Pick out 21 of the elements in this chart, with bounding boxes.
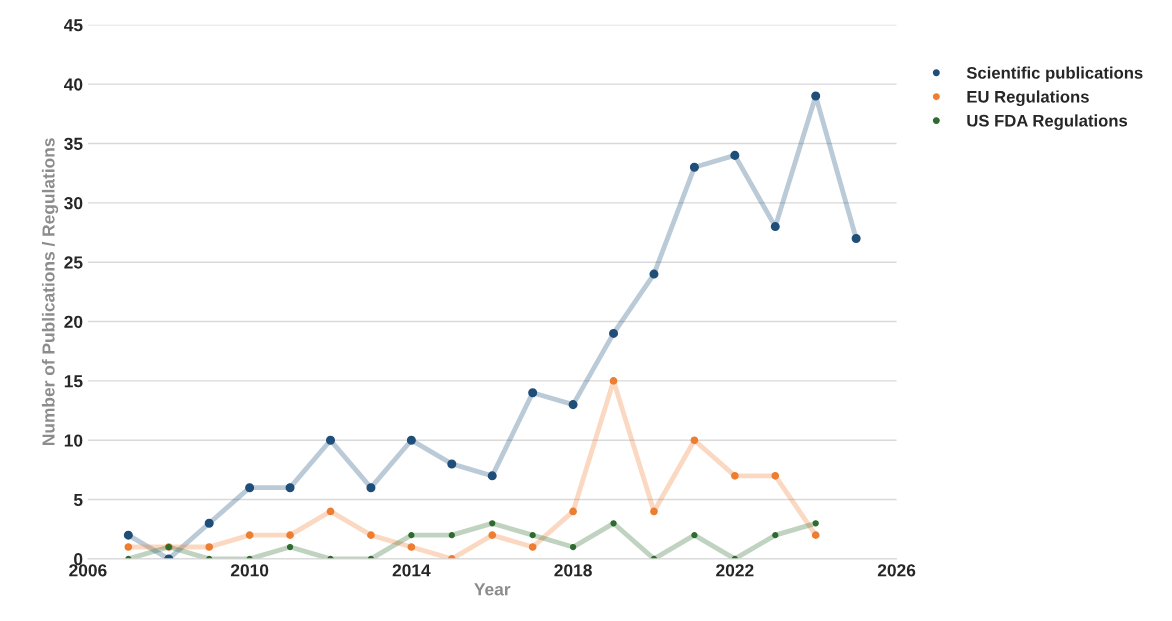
x-tick-label: 2014 — [392, 564, 431, 577]
y-tick-label: 45 — [63, 19, 83, 32]
x-tick-label: 2010 — [230, 564, 269, 577]
y-axis-title: Number of Publications / Regulations — [41, 138, 59, 446]
y-tick-label: 25 — [64, 256, 83, 269]
y-tick-label: 20 — [64, 315, 83, 328]
y-tick-label: 0 — [74, 553, 83, 566]
x-tick-label: 2006 — [69, 564, 107, 577]
y-tick-label: 5 — [73, 493, 83, 507]
y-tick-label: 15 — [64, 375, 83, 388]
x-tick-label: 2018 — [554, 564, 592, 577]
legend-label: US FDA Regulations — [967, 114, 1128, 130]
y-tick-label: 10 — [64, 434, 83, 447]
legend-label: EU Regulations — [967, 90, 1089, 107]
y-tick-label: 40 — [63, 78, 83, 91]
y-tick-label: 35 — [64, 137, 83, 151]
legend-label: Scientific publications — [966, 66, 1143, 83]
x-tick-label: 2026 — [877, 564, 916, 577]
x-axis-title: Year — [474, 583, 511, 596]
x-tick-label: 2022 — [716, 564, 754, 577]
y-tick-label: 30 — [64, 197, 83, 210]
